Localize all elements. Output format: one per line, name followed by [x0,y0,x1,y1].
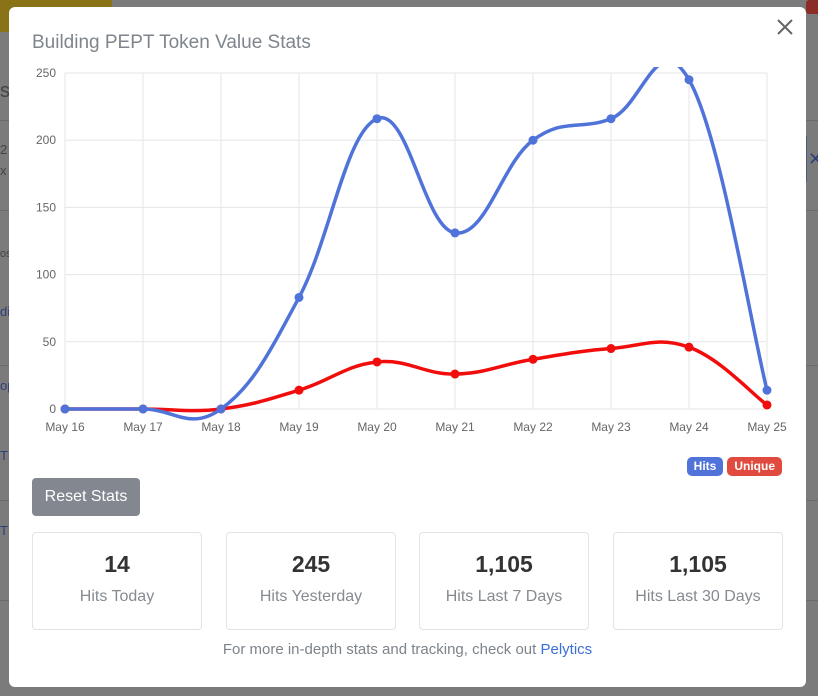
stat-card-hits-yesterday: 245 Hits Yesterday [226,532,396,630]
close-icon [777,19,793,35]
x-tick-label: May 22 [513,420,553,434]
x-tick-label: May 16 [45,420,85,434]
y-tick-label: 0 [49,402,56,416]
background-link: T [0,448,8,463]
background-text: x [0,163,7,178]
stat-label: Hits Yesterday [259,588,363,605]
stat-label: Hits Last 7 Days [445,588,563,605]
data-point-unique [762,400,772,410]
hits-chart: 0 50 100 150 200 250 May 16 May 17 May 18 May 19 M… [29,59,789,447]
series-line-unique [64,340,769,413]
close-button[interactable] [774,16,796,38]
stat-label: Hits Last 30 Days [635,588,761,605]
background-close-icon: ✕ [806,136,818,182]
legend-unique-badge: Unique [727,457,782,476]
y-tick-label: 100 [36,268,56,282]
reset-stats-button[interactable]: Reset Stats [32,478,140,516]
data-point-unique [450,369,460,379]
data-point-hits [684,75,694,85]
data-point-hits [138,404,148,414]
data-point-hits [606,114,616,124]
stat-card-hits-today: 14 Hits Today [32,532,202,630]
data-point-hits [60,404,70,414]
stat-card-hits-last-7-days: 1,105 Hits Last 7 Days [419,532,589,630]
stat-value: 245 [291,551,331,577]
data-point-hits [294,292,304,302]
x-tick-label: May 24 [669,420,709,434]
stat-card-hits-last-30-days: 1,105 Hits Last 30 Days [613,532,783,630]
stat-label: Hits Today [79,588,155,605]
x-tick-label: May 17 [123,420,163,434]
stats-cards: 14 Hits Today 245 Hits Yesterday 1,105 H… [32,532,783,630]
data-point-unique [684,342,694,352]
data-point-hits [216,404,226,414]
y-tick-label: 250 [36,67,56,80]
data-point-hits [372,114,382,124]
data-point-unique [528,354,538,364]
y-tick-label: 150 [36,200,56,214]
stat-value: 1,105 [669,551,727,577]
data-point-unique [372,357,382,367]
background-text: os [0,248,12,260]
background-notification-badge [806,0,818,14]
background-text: s [0,80,10,102]
data-point-unique [606,344,616,354]
x-tick-label: May 23 [591,420,631,434]
y-tick-label: 200 [36,133,56,147]
data-point-hits [762,385,772,395]
data-point-unique [294,385,304,395]
stat-value: 14 [104,551,130,577]
x-tick-label: May 20 [357,420,397,434]
modal-title: Building PEPT Token Value Stats [32,32,311,53]
chart-legend: Hits Unique [686,457,782,476]
y-tick-label: 50 [43,335,57,349]
background-link: di [0,304,11,319]
pelytics-link[interactable]: Pelytics [540,641,593,658]
line-chart: 0 50 100 150 200 250 May 16 May 17 May 18 May 19 M… [36,59,787,434]
x-tick-label: May 18 [201,420,241,434]
background-link: T [0,523,8,538]
stat-value: 1,105 [475,551,533,577]
x-tick-label: May 21 [435,420,475,434]
legend-hits-badge: Hits [686,457,724,476]
x-tick-label: May 25 [747,420,787,434]
x-tick-label: May 19 [279,420,319,434]
stats-modal: Building PEPT Token Value Stats 0 50 100 15… [9,7,806,687]
footer-note: For more in-depth stats and tracking, ch… [9,641,806,658]
footer-text: For more in-depth stats and tracking, ch… [222,641,541,658]
background-text: 2 [0,142,8,157]
data-point-hits [450,228,460,238]
data-point-hits [528,135,538,145]
